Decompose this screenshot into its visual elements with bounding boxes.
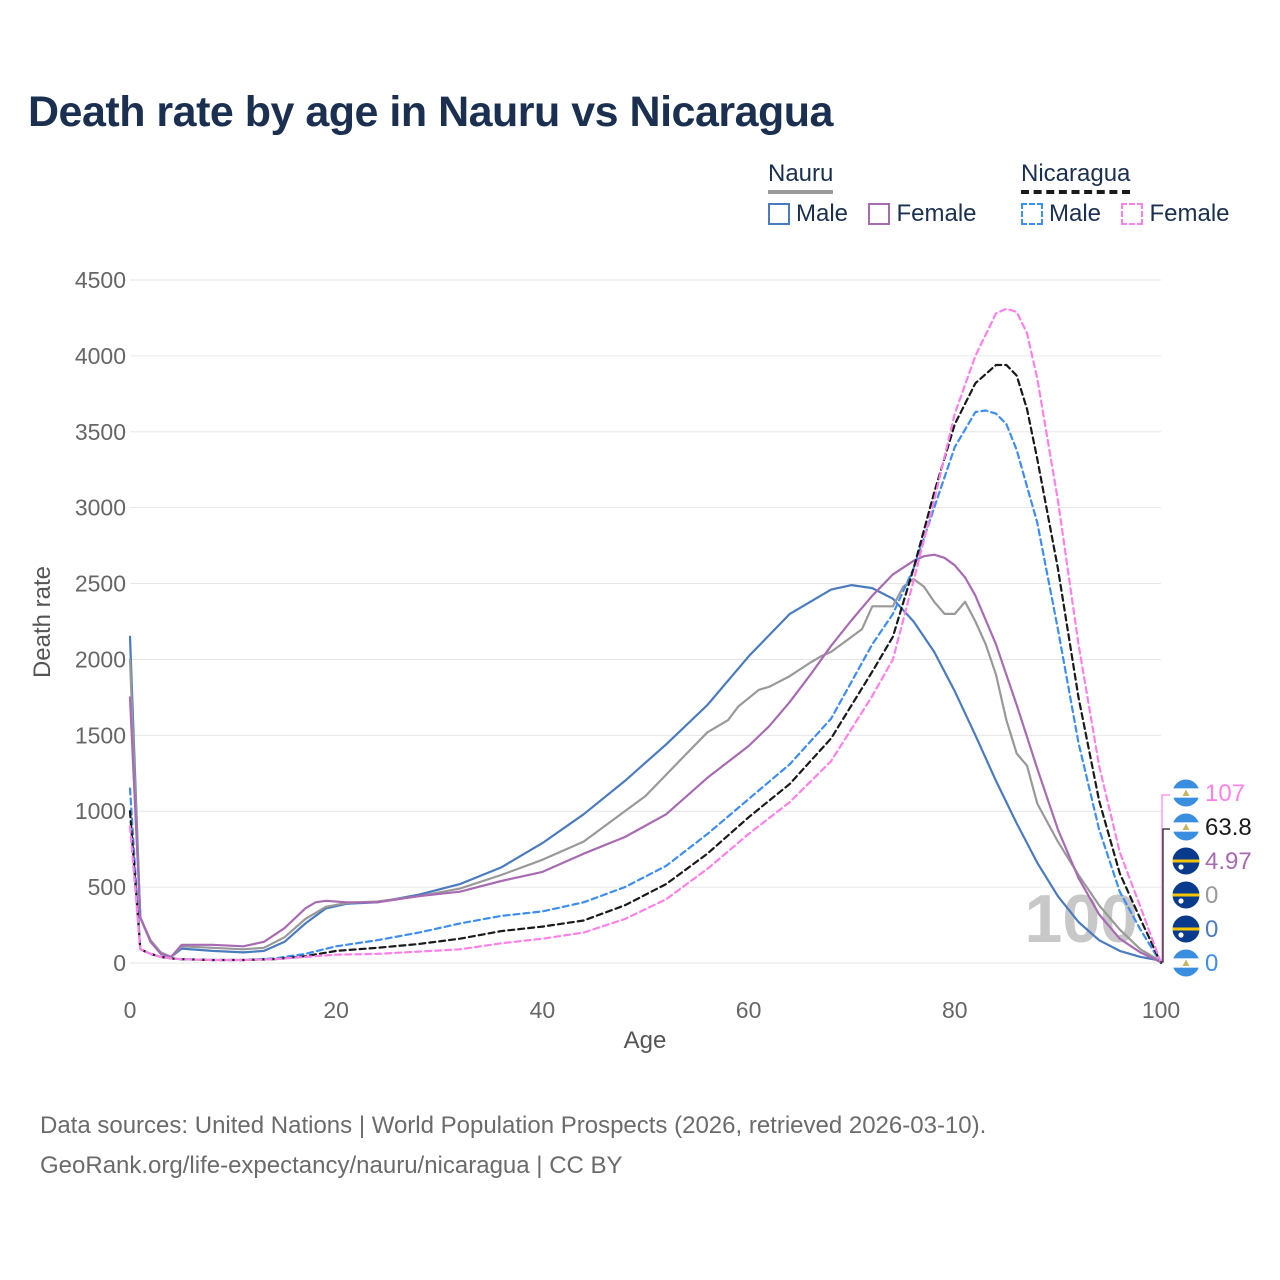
y-tick-label: 3000 [75, 495, 126, 521]
end-label-value: 107 [1205, 780, 1245, 807]
nicaragua-flag-icon [1172, 949, 1200, 977]
x-tick-label: 60 [736, 997, 762, 1023]
end-label-2: 63.8 [1171, 812, 1252, 842]
x-axis-label: Age [624, 1027, 667, 1054]
end-label-connector [1160, 794, 1170, 961]
y-tick-label: 1000 [75, 798, 126, 824]
legend-item-nicaragua-female[interactable]: Female [1121, 200, 1230, 228]
end-label-5: 0 [1171, 914, 1218, 944]
y-tick-label: 2500 [75, 571, 126, 597]
footer: Data sources: United Nations | World Pop… [40, 1106, 986, 1186]
legend-nicaragua: Nicaragua Male Female [1021, 160, 1246, 230]
series-line-nauru-both[interactable] [128, 577, 1163, 963]
y-tick-label: 1500 [75, 722, 126, 748]
legend-swatch-nauru-male [768, 203, 790, 225]
series-line-nauru-female[interactable] [128, 553, 1163, 964]
y-tick-label: 0 [113, 950, 126, 976]
series-line-nicaragua-male[interactable] [128, 409, 1163, 965]
legend-item-label: Female [896, 200, 977, 227]
end-label-1: 107 [1171, 778, 1245, 808]
y-tick-label: 3500 [75, 419, 126, 445]
nauru-flag-icon [1172, 881, 1200, 909]
footer-sources: Data sources: United Nations | World Pop… [40, 1112, 987, 1139]
footer-link[interactable]: GeoRank.org/life-expectancy/nauru/nicara… [40, 1152, 623, 1179]
legend-country-label: Nauru [768, 160, 834, 187]
end-labels: 107 63.8 4.97 0 0 0 [1160, 778, 1252, 978]
end-label-connector [1160, 828, 1170, 963]
legend-swatch-nauru-female [868, 203, 891, 225]
y-tick-label: 4000 [75, 343, 126, 369]
legend-country-nicaragua[interactable]: Nicaragua [1021, 160, 1131, 194]
legend-line-nauru [768, 190, 834, 194]
series-line-nicaragua-female[interactable] [128, 307, 1163, 965]
y-axis-label: Death rate [29, 566, 56, 678]
series-line-nauru-male[interactable] [128, 583, 1163, 962]
y-tick-label: 4500 [75, 267, 126, 293]
end-label-value: 0 [1205, 950, 1218, 977]
x-tick-label: 40 [530, 997, 556, 1023]
end-label-6: 0 [1171, 948, 1218, 978]
end-label-4: 0 [1171, 880, 1218, 910]
legend-item-nicaragua-male[interactable]: Male [1021, 200, 1101, 228]
nauru-flag-icon [1172, 847, 1200, 875]
grid-lines [130, 279, 1161, 964]
end-label-value: 0 [1205, 882, 1218, 909]
legend-item-label: Female [1149, 200, 1230, 227]
legend-item-nauru-female[interactable]: Female [868, 200, 977, 228]
legend-line-nicaragua [1021, 190, 1131, 194]
legend-country-nauru[interactable]: Nauru [768, 160, 834, 194]
age-watermark: 100 [1025, 881, 1138, 957]
legend-swatch-nicaragua-female [1121, 203, 1144, 225]
x-tick-label: 20 [323, 997, 349, 1023]
end-label-value: 0 [1205, 916, 1218, 943]
x-tick-label: 80 [942, 997, 968, 1023]
nicaragua-flag-icon [1172, 813, 1200, 841]
y-tick-label: 2000 [75, 646, 126, 672]
chart-title: Death rate by age in Nauru vs Nicaragua [28, 88, 833, 136]
end-label-value: 63.8 [1205, 814, 1252, 841]
x-axis-ticks: 0 20 40 60 80 100 [124, 997, 1181, 1023]
legend-item-nauru-male[interactable]: Male [768, 200, 848, 228]
end-label-value: 4.97 [1205, 848, 1252, 875]
x-tick-label: 0 [124, 997, 137, 1023]
nauru-flag-icon [1172, 915, 1200, 943]
legend-nauru: Nauru Male Female [768, 160, 993, 230]
nicaragua-flag-icon [1172, 779, 1200, 807]
y-axis-ticks: 0 500 1000 1500 2000 2500 3000 3500 4000 4500 [75, 267, 126, 976]
end-label-3: 4.97 [1171, 846, 1252, 876]
legend-item-label: Male [796, 200, 849, 227]
series-lines [128, 307, 1163, 965]
legend-country-label: Nicaragua [1021, 160, 1131, 187]
series-line-nicaragua-both[interactable] [128, 363, 1163, 965]
legend-item-label: Male [1049, 200, 1102, 227]
x-tick-label: 100 [1142, 997, 1180, 1023]
legend-swatch-nicaragua-male [1021, 203, 1043, 225]
y-tick-label: 500 [88, 874, 126, 900]
